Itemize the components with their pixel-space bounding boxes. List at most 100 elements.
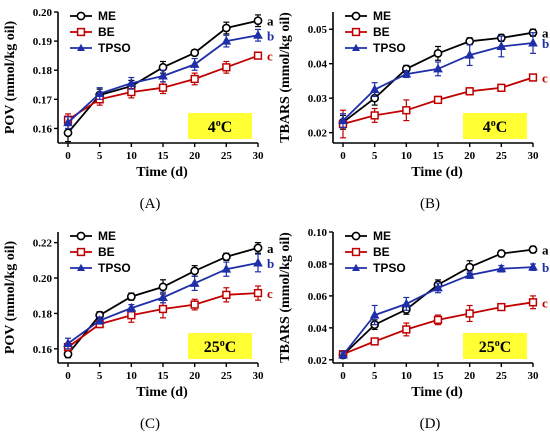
x-tick-label: 10 <box>126 370 138 382</box>
y-tick-label: 0.22 <box>33 238 53 250</box>
data-point <box>190 74 199 84</box>
legend-marker <box>352 263 360 271</box>
y-tick-label: 0.03 <box>308 93 328 105</box>
chart-panel-3: 25oC 0.16 0.18 0.20 0.22 0 5 10 15 20 25 30 Time (d)… <box>3 229 274 432</box>
y-axis-label: TBARS (mmol/kg oil) <box>278 12 293 143</box>
data-point <box>190 266 200 276</box>
data-point <box>465 87 474 96</box>
y-tick-label: 0.10 <box>308 227 328 239</box>
legend-label: ME <box>373 9 391 23</box>
x-tick-label: 25 <box>221 370 233 382</box>
panel-caption: (A) <box>140 196 161 212</box>
data-point <box>158 70 168 80</box>
temperature-box <box>188 113 252 139</box>
legend-label: BE <box>373 25 390 39</box>
data-point <box>464 269 475 279</box>
x-tick-label: 0 <box>340 150 346 162</box>
data-point <box>402 325 411 334</box>
temperature-label: 25oC <box>204 338 237 356</box>
series-tpso: b <box>338 260 549 359</box>
data-point <box>190 48 200 58</box>
data-point <box>433 63 443 73</box>
data-point <box>465 262 475 272</box>
panel-caption: (B) <box>420 196 440 212</box>
data-point <box>94 315 105 325</box>
data-point <box>433 315 443 325</box>
data-point <box>221 23 231 33</box>
x-tick-label: 15 <box>433 370 445 382</box>
temperature-label: 4oC <box>208 118 233 136</box>
legend-marker <box>351 11 361 21</box>
data-point <box>497 83 506 92</box>
data-point <box>370 111 379 120</box>
significance-letter: a <box>542 243 549 258</box>
legend-marker <box>351 247 361 257</box>
temperature-label: 4oC <box>483 118 508 136</box>
significance-letter: b <box>542 260 549 275</box>
data-point <box>528 298 538 307</box>
data-point <box>528 37 538 47</box>
data-point <box>63 349 73 359</box>
significance-letter: b <box>267 28 274 43</box>
y-axis-label: POV (mmol/kg oil) <box>3 241 18 355</box>
y-tick-label: 0.19 <box>33 36 53 48</box>
legend-marker <box>76 247 86 257</box>
data-point <box>433 282 443 292</box>
data-point <box>158 304 168 314</box>
legend-marker <box>76 11 86 21</box>
legend-label: BE <box>98 25 115 39</box>
x-tick-label: 30 <box>253 370 265 382</box>
x-tick-label: 20 <box>189 370 201 382</box>
x-tick-label: 5 <box>97 150 103 162</box>
legend-marker <box>351 27 361 37</box>
legend-marker <box>351 231 361 241</box>
data-point <box>253 51 263 60</box>
data-point <box>528 73 538 82</box>
legend: ME BE TPSO <box>345 229 406 275</box>
significance-letter: c <box>267 49 273 64</box>
significance-letter: a <box>542 26 549 41</box>
data-point <box>369 309 380 319</box>
data-point <box>465 309 474 318</box>
x-axis-label: Time (d) <box>411 165 463 180</box>
x-tick-label: 10 <box>401 370 413 382</box>
significance-letter: a <box>267 14 274 29</box>
y-tick-label: 0.05 <box>308 24 328 36</box>
x-tick-label: 5 <box>97 370 103 382</box>
data-point <box>253 243 263 253</box>
data-point <box>63 128 73 138</box>
temperature-box <box>188 333 252 359</box>
x-tick-label: 0 <box>340 370 346 382</box>
x-tick-label: 10 <box>126 150 138 162</box>
x-tick-label: 15 <box>433 150 445 162</box>
data-point <box>221 35 232 45</box>
x-tick-label: 15 <box>158 150 170 162</box>
significance-letter: a <box>267 241 274 256</box>
data-point <box>433 95 443 105</box>
data-point <box>528 261 538 271</box>
legend-label: TPSO <box>98 41 131 55</box>
legend-label: ME <box>98 229 116 243</box>
data-point <box>401 68 412 78</box>
legend-label: ME <box>373 229 391 243</box>
chart-panel-4: 25oC 0.02 0.04 0.06 0.08 0.10 0 5 10 15 20 25 30 Time… <box>278 227 549 432</box>
data-point <box>222 63 231 72</box>
y-tick-label: 0.17 <box>33 94 53 106</box>
legend-marker <box>76 231 86 241</box>
data-point <box>190 300 199 309</box>
x-tick-label: 30 <box>253 150 265 162</box>
significance-letter: b <box>542 36 549 51</box>
data-point <box>370 337 379 346</box>
temperature-box <box>463 333 527 359</box>
data-point <box>253 288 263 298</box>
data-point <box>222 290 231 299</box>
data-point <box>126 302 137 312</box>
x-tick-label: 25 <box>221 150 233 162</box>
data-point <box>94 88 105 98</box>
data-point <box>338 349 348 359</box>
y-tick-label: 0.20 <box>33 7 53 19</box>
legend-label: BE <box>98 245 115 259</box>
x-tick-label: 5 <box>372 150 378 162</box>
temperature-label: 25oC <box>479 338 512 356</box>
y-tick-label: 0.02 <box>308 128 328 140</box>
